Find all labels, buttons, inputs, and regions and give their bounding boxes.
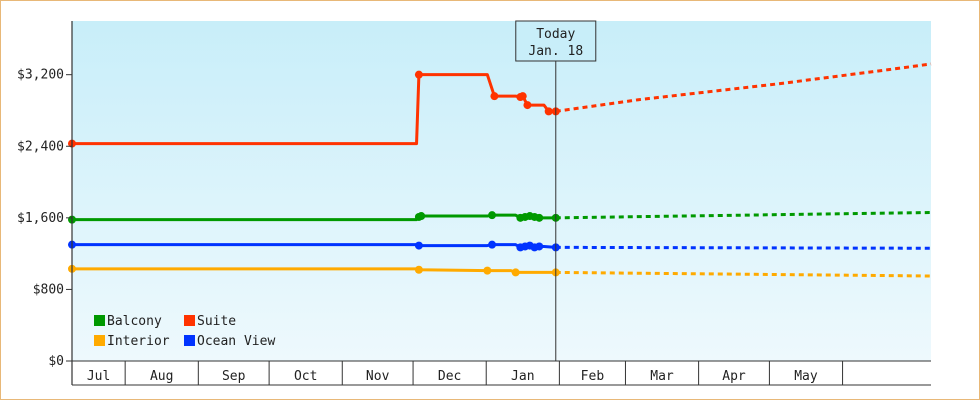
data-point-suite [523, 101, 532, 110]
legend-swatch [184, 335, 195, 346]
data-point-suite [518, 92, 527, 101]
month-label: Jul [87, 369, 110, 384]
series-projection-suite [555, 62, 932, 113]
legend-label: Suite [197, 314, 236, 329]
data-point-balcony [535, 213, 544, 222]
data-point-ocean-view [488, 240, 497, 249]
month-label: Mar [650, 369, 674, 384]
data-point-ocean-view [414, 241, 423, 250]
y-tick-label: $3,200 [17, 68, 64, 83]
y-tick-label: $800 [33, 282, 64, 297]
today-box [515, 20, 597, 62]
month-label: Apr [722, 369, 746, 384]
data-point-balcony [417, 212, 426, 221]
month-label: Jan [511, 369, 534, 384]
data-point-interior [511, 268, 520, 277]
series-layer [68, 62, 932, 278]
legend-label: Ocean View [197, 334, 275, 349]
data-point-balcony [488, 211, 497, 220]
axes-layer: $0 $800 $1,600 $2,400 $3,200 Jul Aug Sep Oct Nov D… [17, 21, 931, 386]
data-point-suite [490, 92, 499, 101]
legend-swatch [94, 315, 105, 326]
data-point-interior [414, 265, 423, 274]
data-point-suite [414, 70, 423, 79]
legend-swatch [94, 335, 105, 346]
data-point-ocean-view [535, 242, 544, 251]
legend-label: Balcony [107, 314, 162, 329]
legend: Balcony Suite Interior Ocean View [94, 314, 275, 349]
y-tick-label: $2,400 [17, 139, 64, 154]
month-label: Oct [294, 369, 317, 384]
month-label: May [794, 369, 818, 384]
data-point-suite [544, 107, 553, 116]
y-tick-label: $1,600 [17, 211, 64, 226]
month-label: Aug [150, 369, 173, 384]
legend-label: Interior [107, 334, 170, 349]
month-label: Nov [366, 369, 390, 384]
month-label: Sep [222, 369, 246, 384]
legend-swatch [184, 315, 195, 326]
plot-background [72, 21, 931, 361]
today-marker: Today Jan. 18 [515, 20, 597, 361]
month-label: Dec [438, 369, 461, 384]
data-point-interior [483, 266, 492, 275]
y-tick-label: $0 [48, 354, 64, 369]
today-date: Jan. 18 [528, 44, 583, 59]
today-title: Today [536, 27, 575, 42]
month-label: Feb [581, 369, 605, 384]
